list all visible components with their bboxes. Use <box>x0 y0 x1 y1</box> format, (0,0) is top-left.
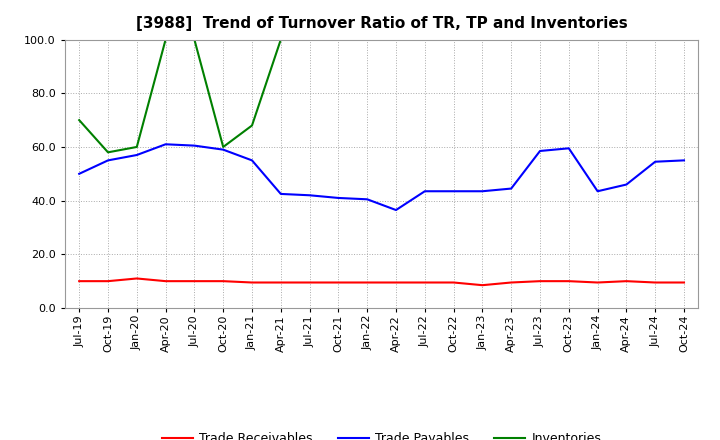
Trade Receivables <box>104 279 112 284</box>
Trade Payables <box>276 191 285 197</box>
Trade Payables <box>478 189 487 194</box>
Trade Payables <box>680 158 688 163</box>
Trade Payables <box>420 189 429 194</box>
Trade Receivables <box>392 280 400 285</box>
Trade Receivables <box>75 279 84 284</box>
Inventories <box>276 37 285 42</box>
Trade Payables <box>305 193 314 198</box>
Trade Receivables <box>276 280 285 285</box>
Inventories <box>161 37 170 42</box>
Line: Inventories: Inventories <box>79 40 281 152</box>
Inventories <box>248 123 256 128</box>
Trade Payables <box>132 152 141 158</box>
Inventories <box>104 150 112 155</box>
Trade Receivables <box>190 279 199 284</box>
Trade Payables <box>363 197 372 202</box>
Trade Payables <box>104 158 112 163</box>
Line: Trade Receivables: Trade Receivables <box>79 279 684 285</box>
Inventories <box>190 37 199 42</box>
Trade Receivables <box>248 280 256 285</box>
Trade Receivables <box>305 280 314 285</box>
Trade Receivables <box>478 282 487 288</box>
Trade Payables <box>449 189 458 194</box>
Trade Payables <box>248 158 256 163</box>
Trade Payables <box>75 171 84 176</box>
Inventories <box>219 144 228 150</box>
Trade Receivables <box>132 276 141 281</box>
Trade Payables <box>564 146 573 151</box>
Trade Receivables <box>363 280 372 285</box>
Trade Receivables <box>651 280 660 285</box>
Line: Trade Payables: Trade Payables <box>79 144 684 210</box>
Trade Payables <box>219 147 228 152</box>
Trade Receivables <box>161 279 170 284</box>
Trade Payables <box>622 182 631 187</box>
Inventories <box>75 117 84 123</box>
Trade Receivables <box>334 280 343 285</box>
Trade Payables <box>334 195 343 201</box>
Legend: Trade Receivables, Trade Payables, Inventories: Trade Receivables, Trade Payables, Inven… <box>157 427 606 440</box>
Title: [3988]  Trend of Turnover Ratio of TR, TP and Inventories: [3988] Trend of Turnover Ratio of TR, TP… <box>136 16 627 32</box>
Trade Receivables <box>219 279 228 284</box>
Trade Receivables <box>449 280 458 285</box>
Trade Payables <box>651 159 660 165</box>
Trade Receivables <box>507 280 516 285</box>
Trade Receivables <box>593 280 602 285</box>
Trade Receivables <box>680 280 688 285</box>
Trade Receivables <box>420 280 429 285</box>
Trade Payables <box>536 148 544 154</box>
Trade Payables <box>593 189 602 194</box>
Trade Receivables <box>564 279 573 284</box>
Trade Receivables <box>622 279 631 284</box>
Trade Receivables <box>536 279 544 284</box>
Trade Payables <box>161 142 170 147</box>
Trade Payables <box>190 143 199 148</box>
Trade Payables <box>392 207 400 213</box>
Trade Payables <box>507 186 516 191</box>
Inventories <box>132 144 141 150</box>
